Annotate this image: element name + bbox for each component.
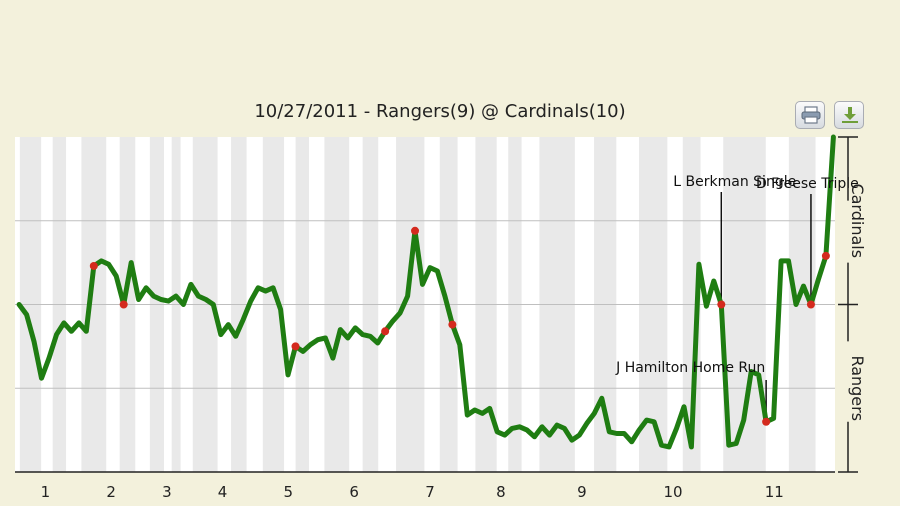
y-label-bottom: Rangers [848,355,867,421]
annotation-label-2: J Hamilton Home Run [615,360,765,376]
x-tick-label-6: 6 [349,483,359,501]
event-marker-8 [806,300,815,309]
x-tick-label-8: 8 [496,483,506,501]
event-marker-6 [717,300,726,309]
download-arrow-icon [842,107,858,123]
download-button[interactable] [834,101,864,129]
x-tick-label-11: 11 [765,483,784,501]
y-label-gap-bottom [842,341,854,422]
event-marker-7 [762,417,771,426]
event-marker-4 [411,226,420,235]
y-label-gap-top [842,200,854,263]
x-tick-label-7: 7 [425,483,435,501]
event-marker-0 [89,261,98,270]
x-tick-label-10: 10 [663,483,682,501]
x-tick-label-5: 5 [284,483,294,501]
event-marker-5 [448,320,457,329]
y-axis-right: Cardinals Rangers [838,136,867,473]
event-marker-9 [821,251,830,260]
x-tick-label-2: 2 [106,483,116,501]
x-tick-label-4: 4 [218,483,228,501]
series-line [16,134,836,450]
event-marker-1 [119,300,128,309]
event-marker-3 [381,327,390,336]
chart-title: 10/27/2011 - Rangers(9) @ Cardinals(10) [254,101,626,122]
print-button[interactable] [795,101,825,129]
x-tick-label-1: 1 [41,483,51,501]
annotation-label-0: L Berkman Single [673,174,796,190]
event-marker-2 [291,342,300,351]
x-tick-labels: 1 2 3 4 5 6 7 8 9 10 11 [41,483,784,501]
printer-icon [801,106,821,124]
annotation-label-1: D Freese Triple [756,176,859,192]
x-tick-label-9: 9 [577,483,587,501]
markers [89,226,830,426]
x-tick-label-3: 3 [162,483,172,501]
y-label-top: Cardinals [848,183,867,258]
